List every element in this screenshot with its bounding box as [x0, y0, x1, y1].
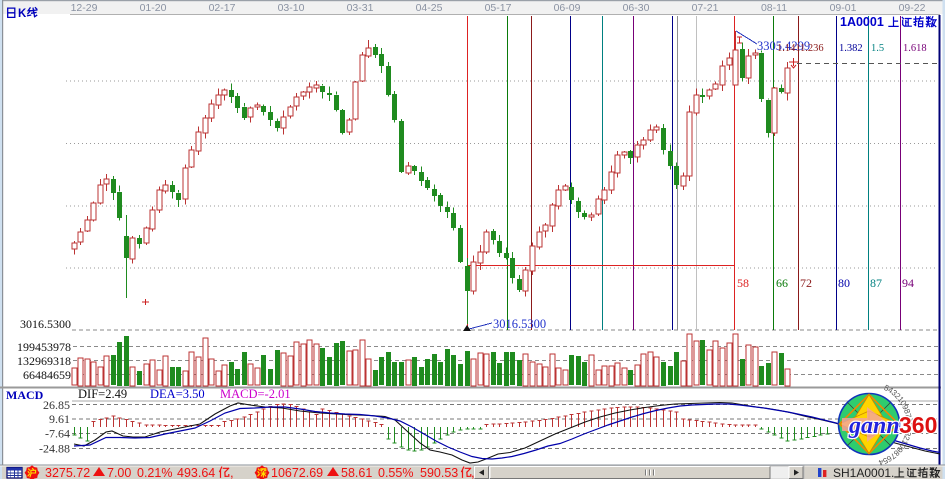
svg-text:04-25: 04-25 [416, 2, 443, 14]
svg-text:10672.69: 10672.69 [271, 466, 323, 479]
svg-text:02-17: 02-17 [209, 2, 236, 14]
svg-text:-7.64: -7.64 [45, 427, 70, 441]
svg-text:-24.88: -24.88 [39, 441, 70, 455]
svg-text:1.141: 1.141 [777, 43, 801, 54]
svg-text:1: 1 [896, 395, 906, 404]
svg-text:09-01: 09-01 [830, 2, 857, 14]
svg-text:4: 4 [904, 426, 914, 432]
svg-text:360: 360 [899, 412, 937, 438]
svg-text:3275.72: 3275.72 [45, 466, 90, 479]
svg-text:0.55%: 0.55% [378, 466, 413, 479]
svg-text:7.00: 7.00 [107, 466, 131, 479]
svg-text:3305.4299: 3305.4299 [757, 39, 810, 53]
svg-text:590.53: 590.53 [420, 466, 458, 479]
svg-text:12-29: 12-29 [71, 2, 98, 14]
svg-text:58: 58 [737, 276, 749, 290]
svg-text:DIF=2.49: DIF=2.49 [78, 387, 127, 401]
svg-text:03-31: 03-31 [347, 2, 374, 14]
svg-text:9.61: 9.61 [49, 412, 70, 426]
svg-text:SH1A0001.: SH1A0001. [833, 466, 894, 479]
svg-text:1.5: 1.5 [871, 43, 884, 54]
svg-text:3: 3 [890, 388, 900, 398]
svg-text:132969318: 132969318 [17, 354, 71, 368]
svg-text:07-21: 07-21 [692, 2, 719, 14]
svg-text:6: 6 [904, 417, 913, 423]
svg-text:DEA=3.50: DEA=3.50 [150, 387, 205, 401]
svg-text:0: 0 [897, 442, 907, 451]
svg-text:80: 80 [838, 276, 850, 290]
svg-text:03-10: 03-10 [278, 2, 305, 14]
svg-text:MACD: MACD [6, 388, 44, 402]
svg-text:gann: gann [848, 413, 900, 439]
svg-text:58.61: 58.61 [341, 466, 372, 479]
svg-text:5: 5 [904, 422, 913, 427]
svg-text:08-11: 08-11 [761, 2, 787, 14]
svg-text:gann: gann [848, 413, 900, 439]
svg-text:66484659: 66484659 [23, 368, 71, 382]
svg-text:7: 7 [903, 413, 913, 420]
svg-text:2: 2 [901, 434, 911, 442]
svg-text:5: 5 [881, 456, 889, 466]
svg-text:72: 72 [800, 276, 812, 290]
svg-text:1: 1 [899, 438, 909, 447]
svg-text:4: 4 [886, 385, 895, 395]
svg-text:,: , [230, 465, 234, 479]
svg-text:05-17: 05-17 [485, 2, 512, 14]
svg-text:1.382: 1.382 [839, 43, 863, 54]
svg-text:3016.5300: 3016.5300 [493, 317, 546, 331]
svg-text:K: K [18, 8, 27, 20]
svg-text:5: 5 [883, 383, 891, 393]
svg-text:1.618: 1.618 [903, 43, 927, 54]
svg-text:9: 9 [894, 445, 904, 455]
svg-text:06-09: 06-09 [554, 2, 581, 14]
svg-text:09-22: 09-22 [899, 2, 926, 14]
svg-text:4: 4 [877, 457, 885, 467]
svg-text:199453978: 199453978 [17, 340, 71, 354]
svg-text:2: 2 [893, 391, 903, 401]
svg-text:0.21%: 0.21% [137, 466, 172, 479]
svg-text:7: 7 [888, 451, 897, 461]
svg-text:3: 3 [903, 430, 913, 437]
svg-text:8: 8 [902, 408, 912, 416]
svg-text:493.64: 493.64 [177, 466, 215, 479]
svg-text:0: 0 [898, 399, 908, 408]
svg-text:MACD=-2.01: MACD=-2.01 [220, 387, 291, 401]
svg-text:3016.5300: 3016.5300 [20, 317, 71, 331]
svg-text:1A0001: 1A0001 [840, 15, 884, 29]
svg-text:9: 9 [900, 403, 910, 411]
svg-text:360: 360 [899, 412, 937, 438]
svg-text:94: 94 [902, 276, 914, 290]
svg-text:8: 8 [891, 448, 901, 458]
svg-text:01-20: 01-20 [140, 2, 167, 14]
svg-text:6: 6 [885, 453, 894, 463]
svg-text:66: 66 [776, 276, 788, 290]
svg-text:87: 87 [870, 276, 882, 290]
svg-text:06-30: 06-30 [623, 2, 650, 14]
svg-text:26.85: 26.85 [43, 398, 70, 412]
svg-text:,: , [471, 465, 475, 479]
svg-text:1.236: 1.236 [800, 43, 824, 54]
